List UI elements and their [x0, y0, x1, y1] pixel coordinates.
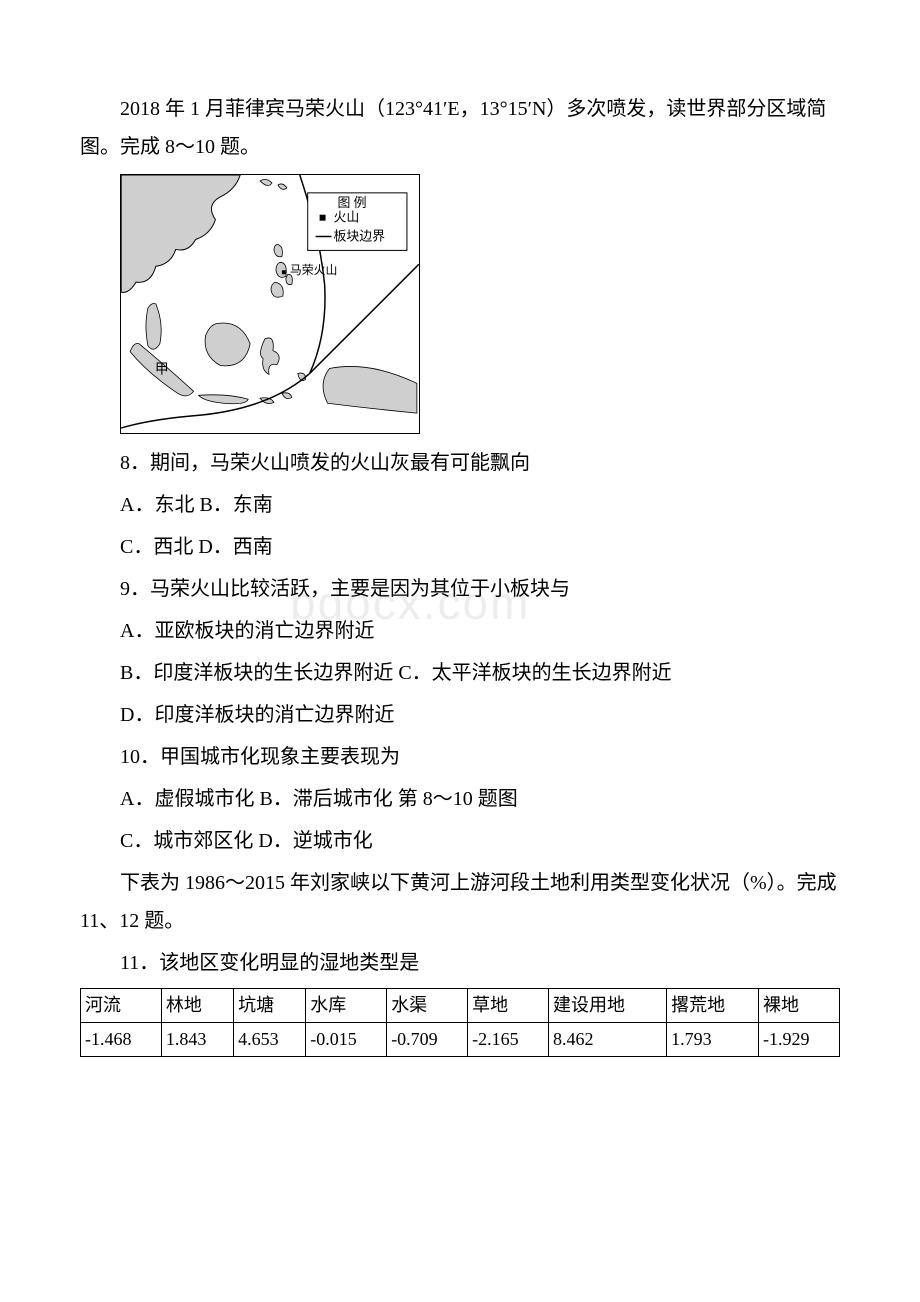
intro-paragraph: 2018 年 1 月菲律宾马荣火山（123°41′E，13°15′N）多次喷发，… [80, 90, 840, 166]
td-8: -1.929 [759, 1023, 840, 1057]
q10-options-1: A．虚假城市化 B．滞后城市化 第 8～10 题图 [80, 780, 840, 818]
table-data-row: -1.468 1.843 4.653 -0.015 -0.709 -2.165 … [81, 1023, 840, 1057]
country-label-jia: 甲 [155, 362, 169, 377]
td-0: -1.468 [81, 1023, 162, 1057]
table-intro: 下表为 1986～2015 年刘家峡以下黄河上游河段土地利用类型变化状况（%）。… [80, 864, 840, 940]
td-1: 1.843 [161, 1023, 233, 1057]
q10-stem: 10．甲国城市化现象主要表现为 [80, 738, 840, 776]
philippines-2 [276, 262, 286, 277]
philippines-1 [274, 244, 282, 256]
new-guinea [323, 366, 417, 413]
small-isl-2 [282, 393, 292, 399]
td-5: -2.165 [468, 1023, 549, 1057]
legend-item-1: 火山 [334, 211, 360, 225]
volcano-marker-icon [282, 270, 286, 274]
map-figure: 马荣火山 甲 图 例 火山 板块边界 [120, 174, 840, 434]
q9-option-bc: B．印度洋板块的生长边界附近 C．太平洋板块的生长边界附近 [80, 654, 840, 692]
island-2 [278, 184, 287, 189]
q8-stem: 8．期间，马荣火山喷发的火山灰最有可能飘向 [80, 444, 840, 482]
q8-options-1: A．东北 B．东南 [80, 486, 840, 524]
td-2: 4.653 [234, 1023, 306, 1057]
q9-stem: 9．马荣火山比较活跃，主要是因为其位于小板块与 [80, 570, 840, 608]
island-1 [260, 179, 272, 185]
th-1: 林地 [161, 989, 233, 1023]
map-svg: 马荣火山 甲 图 例 火山 板块边界 [120, 174, 420, 434]
land-use-table: 河流 林地 坑塘 水库 水渠 草地 建设用地 撂荒地 裸地 -1.468 1.8… [80, 988, 840, 1057]
td-6: 8.462 [549, 1023, 667, 1057]
landmass-asia [121, 175, 240, 292]
th-2: 坑塘 [234, 989, 306, 1023]
th-6: 建设用地 [549, 989, 667, 1023]
q8-options-2: C．西北 D．西南 [80, 528, 840, 566]
q9-option-a: A．亚欧板块的消亡边界附近 [80, 612, 840, 650]
legend-title: 图 例 [337, 196, 366, 210]
java [199, 395, 249, 404]
q9-option-d: D．印度洋板块的消亡边界附近 [80, 696, 840, 734]
legend-item-2: 板块边界 [334, 229, 386, 243]
td-7: 1.793 [667, 1023, 759, 1057]
th-7: 撂荒地 [667, 989, 759, 1023]
th-3: 水库 [306, 989, 387, 1023]
th-0: 河流 [81, 989, 162, 1023]
q11-stem: 11．该地区变化明显的湿地类型是 [80, 944, 840, 982]
td-3: -0.015 [306, 1023, 387, 1057]
borneo [205, 323, 250, 366]
th-8: 裸地 [759, 989, 840, 1023]
q10-options-2: C．城市郊区化 D．逆城市化 [80, 822, 840, 860]
th-5: 草地 [468, 989, 549, 1023]
th-4: 水渠 [387, 989, 468, 1023]
plate-boundary-2 [310, 264, 419, 373]
malay-peninsula [146, 304, 161, 350]
legend-volcano-icon [320, 215, 326, 221]
td-4: -0.709 [387, 1023, 468, 1057]
table-header-row: 河流 林地 坑塘 水库 水渠 草地 建设用地 撂荒地 裸地 [81, 989, 840, 1023]
volcano-label: 马荣火山 [290, 263, 338, 277]
sulawesi [261, 338, 280, 375]
philippines-3 [271, 282, 283, 297]
